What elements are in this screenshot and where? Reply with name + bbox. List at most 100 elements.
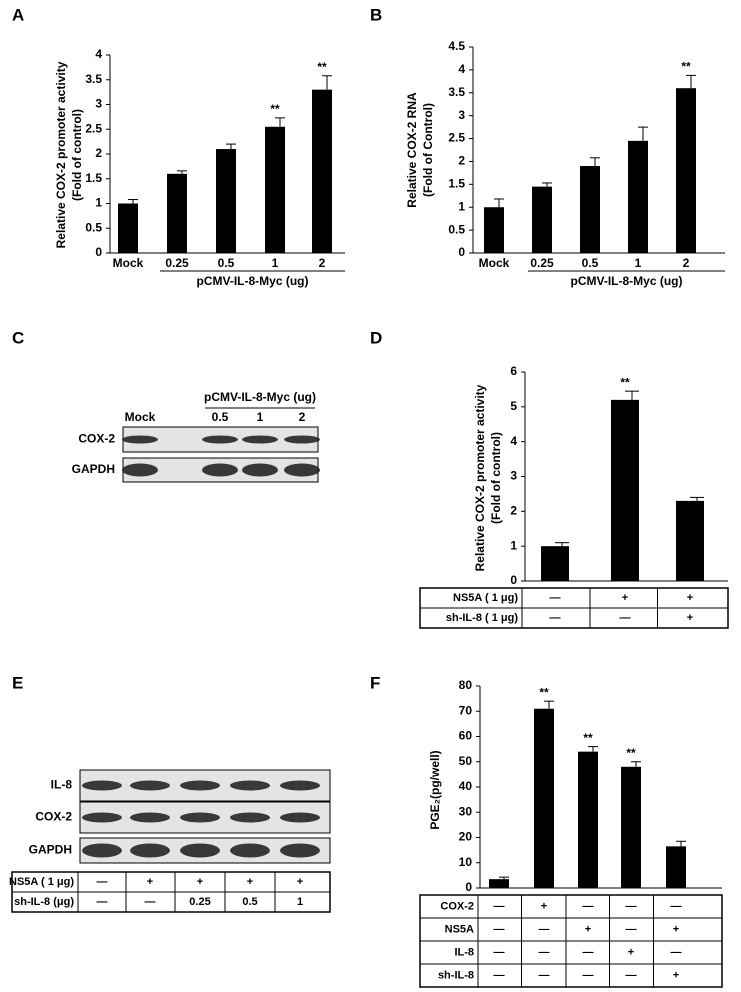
band [230, 812, 270, 823]
blot-row-label: GAPDH [72, 462, 115, 476]
table-cell: — [494, 900, 505, 912]
band [242, 463, 278, 477]
x-axis-label: pCMV-IL-8-Myc (ug) [571, 274, 683, 288]
y-tick-label: 60 [459, 729, 473, 743]
significance: ** [317, 60, 327, 74]
x-tick-label: 0.25 [530, 256, 554, 270]
y-axis-label: Relative COX-2 promoter activity [473, 384, 487, 571]
lane-label: 0.5 [212, 410, 229, 424]
y-axis-label: Relative COX-2 RNA [405, 92, 419, 208]
bar [580, 166, 600, 253]
bar [216, 149, 236, 253]
bar [167, 173, 187, 253]
y-tick-label: 1 [458, 199, 465, 213]
y-tick-label: 2.5 [448, 131, 465, 145]
x-tick-label: 0.25 [165, 256, 189, 270]
table-cell: + [197, 876, 203, 888]
significance: ** [583, 731, 593, 745]
band [180, 843, 220, 858]
table-cell: — [550, 612, 561, 624]
x-tick-label: Mock [113, 256, 144, 270]
table-cell: — [626, 969, 637, 981]
table-cell: — [583, 900, 594, 912]
y-tick-label: 50 [459, 754, 473, 768]
table-cell: — [671, 900, 682, 912]
band [230, 843, 270, 858]
table-row-label: sh-IL-8 ( 1 μg) [446, 612, 518, 624]
y-axis-label: Relative COX-2 promoter activity [54, 61, 68, 248]
y-tick-label: 1.5 [85, 171, 102, 185]
y-tick-label: 0 [458, 245, 465, 259]
table-cell: + [147, 876, 153, 888]
y-tick-label: 0 [95, 245, 102, 259]
table-cell: — [97, 876, 108, 888]
y-tick-label: 3 [95, 97, 102, 111]
y-tick-label: 40 [459, 779, 473, 793]
band [202, 435, 238, 444]
table-cell: — [539, 946, 550, 958]
y-tick-label: 3.5 [85, 72, 102, 86]
table-cell: + [541, 900, 547, 912]
table-cell: — [145, 896, 156, 908]
y-tick-label: 3 [510, 469, 517, 483]
table-cell: — [539, 969, 550, 981]
table-cell: — [539, 923, 550, 935]
band [130, 812, 170, 823]
table-cell: + [628, 946, 634, 958]
band [284, 463, 320, 477]
x-tick-label: 1 [272, 256, 279, 270]
band [242, 435, 278, 444]
table-cell: — [583, 946, 594, 958]
y-axis-label: (Fold of control) [70, 109, 84, 201]
y-tick-label: 2.5 [85, 121, 102, 135]
significance: ** [620, 375, 630, 389]
band [82, 780, 122, 791]
y-tick-label: 0.5 [448, 222, 465, 236]
table-cell: — [671, 946, 682, 958]
significance: ** [539, 685, 549, 699]
table-cell: + [297, 876, 303, 888]
lane-label: 1 [257, 410, 264, 424]
panel-letter: E [12, 673, 23, 692]
y-tick-label: 30 [459, 804, 473, 818]
y-tick-label: 0 [465, 880, 472, 894]
significance: ** [681, 60, 691, 74]
bar [541, 546, 569, 581]
table-cell: — [583, 969, 594, 981]
bar [484, 207, 504, 253]
y-tick-label: 5 [510, 399, 517, 413]
table-row-label: sh-IL-8 [438, 969, 474, 981]
y-tick-label: 2 [510, 504, 517, 518]
y-axis-label: (Fold of Control) [421, 103, 435, 197]
band [202, 463, 238, 477]
band [130, 780, 170, 791]
y-tick-label: 2 [95, 146, 102, 160]
band [130, 843, 170, 858]
blot-row-label: IL-8 [51, 778, 73, 792]
bar [265, 126, 285, 253]
table-cell: — [494, 969, 505, 981]
band [280, 843, 320, 858]
x-tick-label: 2 [683, 256, 690, 270]
table-cell: + [687, 592, 693, 604]
panel-letter: C [12, 328, 24, 347]
y-tick-label: 3.5 [448, 85, 465, 99]
table-row-label: COX-2 [440, 900, 474, 912]
table-cell: 0.25 [189, 896, 210, 908]
y-tick-label: 20 [459, 830, 473, 844]
y-tick-label: 1.5 [448, 177, 465, 191]
table-cell: — [626, 923, 637, 935]
table-row-label: NS5A [445, 923, 474, 935]
y-tick-label: 70 [459, 703, 473, 717]
y-tick-label: 0.5 [85, 220, 102, 234]
table-cell: 0.5 [242, 896, 257, 908]
band [122, 435, 158, 444]
table-row-label: NS5A ( 1 μg) [453, 592, 518, 604]
x-tick-label: 1 [635, 256, 642, 270]
table-cell: — [550, 592, 561, 604]
x-axis-label: pCMV-IL-8-Myc (ug) [197, 274, 309, 288]
table-cell: — [626, 900, 637, 912]
y-tick-label: 3 [458, 108, 465, 122]
table-cell: — [494, 923, 505, 935]
